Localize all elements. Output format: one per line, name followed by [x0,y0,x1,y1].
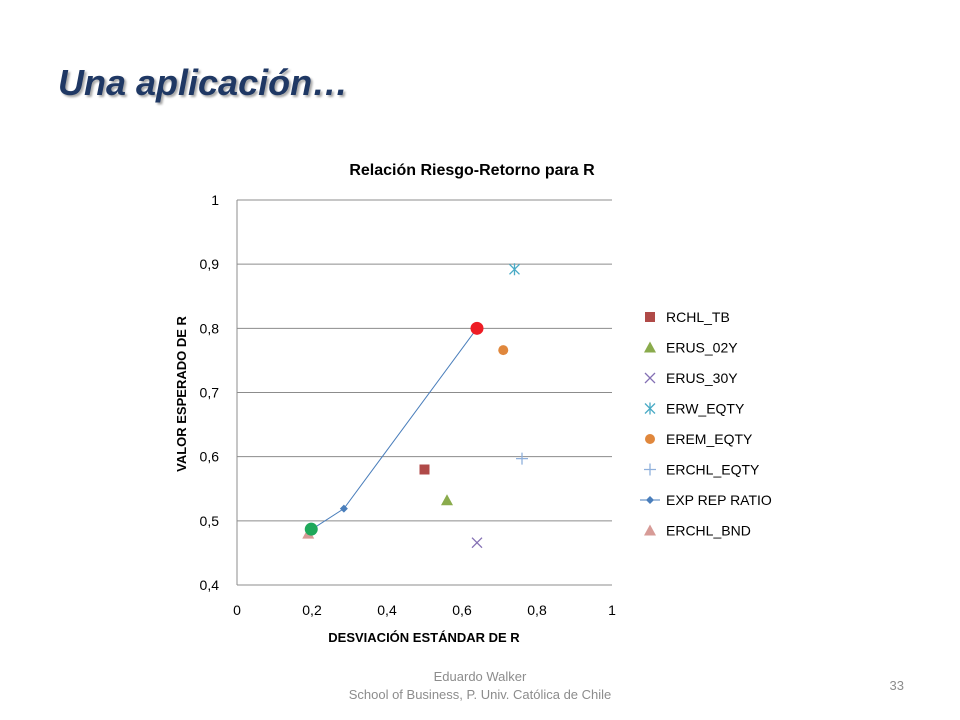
y-tick-label: 0,6 [200,449,220,465]
legend-marker-erus-02y [644,341,656,353]
legend-marker-erw-eqty [644,402,656,415]
legend-label-exp-rep-ratio: EXP REP RATIO [666,492,772,508]
grid-lines [237,199,612,522]
x-tick-label: 0 [233,602,241,618]
data-point-erchl-eqty [516,452,528,465]
legend-label-erus-02y: ERUS_02Y [666,340,738,356]
chart-title: Relación Riesgo-Retorno para R [349,162,595,179]
data-point-erw-eqty [509,263,520,276]
y-tick-label: 0,8 [200,320,220,336]
legend-marker-erchl-eqty [644,463,656,476]
footer-institution: School of Business, P. Univ. Católica de… [348,687,612,702]
footer: Eduardo Walker School of Business, P. Un… [320,668,640,704]
data-series [302,263,528,549]
legend-label-erchl-bnd: ERCHL_BND [666,523,751,539]
legend-label-erus-30y: ERUS_30Y [666,370,738,386]
legend-marker-exp-rep-ratio [646,496,654,504]
footer-author: Eduardo Walker [433,669,527,684]
data-point-rchl-tb [419,464,430,475]
legend-marker-erus-30y [644,372,656,384]
x-tick-label: 1 [608,602,616,618]
y-tick-label: 0,9 [200,256,220,272]
legend-marker-erchl-bnd [644,524,656,536]
data-point-erus-02y [441,494,453,506]
legend-label-erem-eqty: EREM_EQTY [666,431,753,447]
tick-labels: 0,4 0,5 0,6 0,7 0,8 0,9 1 0 0,2 0,4 0,6 0,8 1 [200,192,617,618]
x-tick-label: 0,2 [302,602,322,618]
legend-label-rchl-tb: RCHL_TB [666,309,730,325]
legend-marker-erem-eqty [645,434,655,444]
x-tick-label: 0,8 [527,602,547,618]
legend: RCHL_TB ERUS_02Y ERUS_30Y ERW_EQTY EREM_EQTY… [640,309,772,539]
slide-title: Una aplicación… [58,62,349,103]
legend-marker-rchl-tb [645,312,655,322]
risk-return-chart: Relación Riesgo-Retorno para R 0,4 0,5 0,6… [174,162,772,645]
x-tick-label: 0,6 [452,602,472,618]
x-axis-label: DESVIACIÓN ESTÁNDAR DE R [328,630,520,645]
y-axis-label: VALOR ESPERADO DE R [174,316,189,472]
y-tick-label: 0,4 [200,577,220,593]
data-point-erus-30y [471,537,483,549]
highlight-point-0 [470,321,484,335]
data-point-erem-eqty [498,345,509,356]
y-tick-label: 1 [211,192,219,208]
y-tick-label: 0,7 [200,385,220,401]
legend-label-erchl-eqty: ERCHL_EQTY [666,462,760,478]
legend-label-erw-eqty: ERW_EQTY [666,401,745,417]
data-point-exp-rep-ratio [339,504,348,513]
y-tick-label: 0,5 [200,513,220,529]
x-tick-label: 0,4 [377,602,397,618]
axes [236,200,612,586]
series-line-exp-rep-ratio [311,328,478,530]
page-number: 33 [889,678,904,693]
highlight-point-1 [304,522,318,536]
